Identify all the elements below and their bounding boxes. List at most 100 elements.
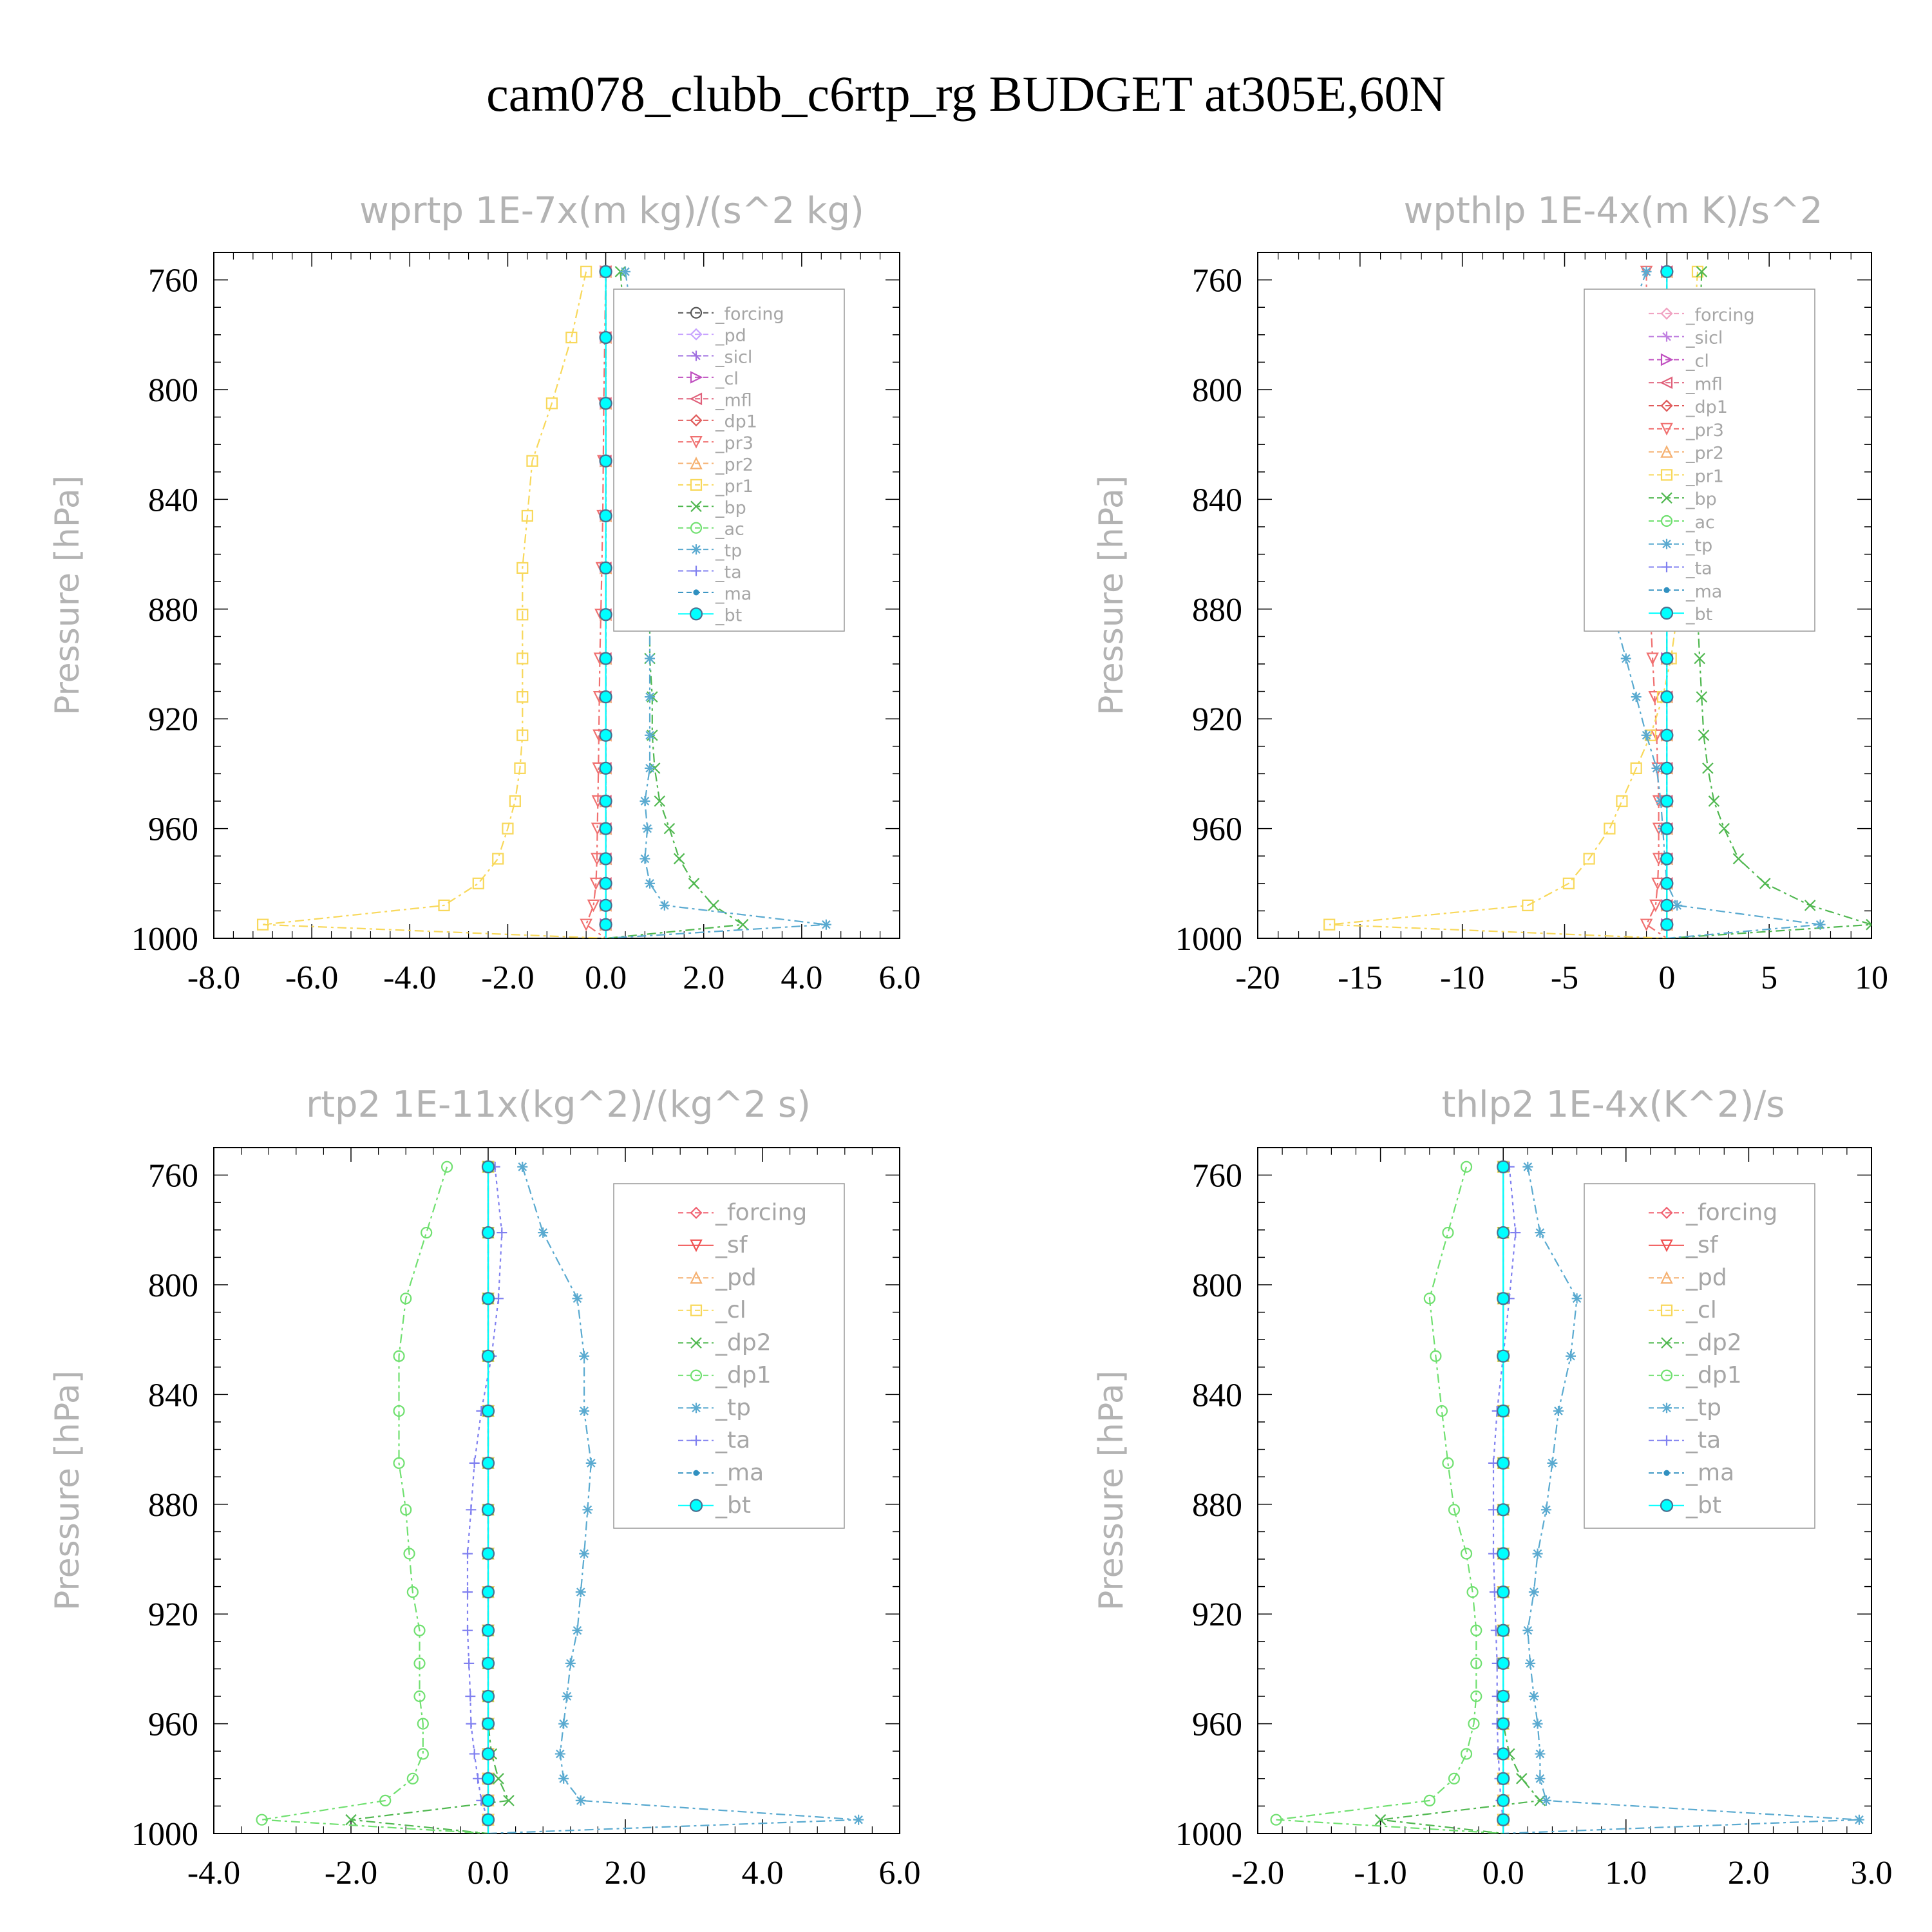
data-point-tp xyxy=(1535,1773,1546,1784)
legend-marker xyxy=(1660,1271,1673,1284)
legend-marker xyxy=(690,1206,703,1219)
data-point-pr1 xyxy=(516,562,529,574)
data-point-dp1 xyxy=(1448,1504,1461,1516)
data-point-bt xyxy=(1660,898,1674,912)
data-point-dp1 xyxy=(406,1772,419,1785)
data-point-pr1 xyxy=(1323,918,1336,931)
data-point-pr1 xyxy=(438,899,450,911)
legend-label: _ta xyxy=(715,563,742,583)
data-point-bp xyxy=(708,900,719,911)
legend-marker xyxy=(690,307,703,319)
data-point-tp xyxy=(572,1293,583,1304)
data-point-pr1 xyxy=(516,729,529,741)
legend-marker xyxy=(1660,1369,1673,1381)
x-tick-label: -15 xyxy=(1338,960,1382,996)
panel-4: thlp2 1E-4x(K^2)/s 760 800 840 880 920 960 1000… xyxy=(1092,1084,1893,1891)
data-point-tp xyxy=(562,1691,573,1701)
data-point-bt xyxy=(1497,1586,1510,1599)
legend-label: _forcing xyxy=(715,1199,807,1226)
data-point-bt xyxy=(1497,1624,1510,1637)
data-point-bt xyxy=(481,1292,495,1305)
x-tick-label: 0.0 xyxy=(1482,1855,1524,1891)
legend-label: _ac xyxy=(1685,513,1715,533)
data-point-bp xyxy=(1866,918,1871,931)
x-tick-label: 5 xyxy=(1761,960,1777,996)
data-point-tp xyxy=(645,878,656,889)
data-point-dp1 xyxy=(1470,1624,1482,1636)
data-point-pr1 xyxy=(516,609,529,621)
data-point-bt xyxy=(481,1160,495,1173)
y-axis-label: Pressure [hPa] xyxy=(1092,1370,1131,1611)
legend-label: _dp2 xyxy=(715,1329,772,1356)
data-point-bt xyxy=(599,690,612,704)
data-point-pr1 xyxy=(509,795,521,808)
data-point-bt xyxy=(1497,1813,1510,1826)
data-point-bt xyxy=(481,1772,495,1785)
plot-frame xyxy=(213,252,900,939)
y-tick-label: 920 xyxy=(148,1596,198,1633)
data-point-pr1 xyxy=(256,918,269,931)
data-point-bt xyxy=(1497,1349,1510,1363)
x-tick-label: -2.0 xyxy=(1231,1855,1284,1891)
data-point-bt xyxy=(1660,761,1674,775)
legend-marker xyxy=(693,1470,699,1476)
y-tick-label: 880 xyxy=(1192,592,1242,629)
data-point-dp2 xyxy=(1516,1773,1528,1785)
data-point-pr1 xyxy=(1522,899,1534,911)
data-point-tp xyxy=(585,1457,596,1468)
legend-label: _sicl xyxy=(1685,328,1723,348)
data-point-dp1 xyxy=(413,1624,426,1636)
series-line-pr1 xyxy=(262,271,606,938)
x-tick-label: -6.0 xyxy=(285,960,338,996)
data-point-tp xyxy=(1535,1748,1546,1759)
data-point-dp1 xyxy=(400,1504,412,1516)
legend-label: _bp xyxy=(715,498,746,518)
data-point-pr3 xyxy=(1649,899,1662,913)
data-point-tp xyxy=(1853,1814,1864,1825)
data-point-dp1 xyxy=(417,1718,429,1730)
data-point-bt xyxy=(481,1794,495,1807)
x-tick-label: -8.0 xyxy=(187,960,240,996)
legend-box xyxy=(613,289,845,632)
series-line-pr3 xyxy=(585,271,607,938)
legend-marker xyxy=(693,589,699,596)
y-tick-label: 800 xyxy=(148,372,198,409)
y-axis-label: Pressure [hPa] xyxy=(1092,475,1131,715)
series-line-dp2 xyxy=(1380,1166,1542,1833)
data-point-bt xyxy=(1497,1547,1510,1560)
data-point-bp xyxy=(1708,795,1720,807)
y-tick-label: 920 xyxy=(148,701,198,738)
legend-label: _bt xyxy=(715,1492,751,1519)
data-point-tp xyxy=(659,900,670,911)
data-point-tp xyxy=(1528,1691,1539,1701)
data-point-dp1 xyxy=(440,1160,453,1173)
data-point-tp xyxy=(554,1748,565,1759)
data-point-dp1 xyxy=(1270,1814,1282,1826)
data-point-tp xyxy=(1815,919,1826,930)
data-point-tp xyxy=(1540,1504,1551,1515)
legend-label: _dp1 xyxy=(1685,1362,1742,1388)
legend-label: _mfl xyxy=(1685,374,1723,394)
data-point-dp1 xyxy=(1448,1772,1461,1785)
legend-marker xyxy=(1661,1337,1672,1349)
x-tick-label: 4.0 xyxy=(742,1855,784,1891)
legend-marker xyxy=(689,607,703,621)
data-point-tp xyxy=(1532,1718,1543,1729)
data-point-bt xyxy=(599,330,612,345)
x-tick-label: 0 xyxy=(1658,960,1675,996)
data-point-tp xyxy=(1631,692,1642,703)
data-point-tp xyxy=(1571,1293,1582,1304)
data-point-bt xyxy=(1497,1794,1510,1807)
data-point-pr3 xyxy=(1646,652,1659,665)
x-tick-label: 6.0 xyxy=(879,1855,921,1891)
legend-marker xyxy=(1663,1470,1670,1476)
data-point-dp1 xyxy=(379,1794,392,1806)
data-point-tp xyxy=(1540,1795,1551,1806)
y-tick-label: 800 xyxy=(1192,1267,1242,1304)
legend-marker xyxy=(1660,1206,1673,1219)
data-point-dp1 xyxy=(256,1814,268,1826)
data-point-tp xyxy=(645,730,656,741)
legend-marker xyxy=(690,371,703,384)
legend-label: _dp1 xyxy=(715,412,757,432)
legend-marker xyxy=(691,544,701,555)
